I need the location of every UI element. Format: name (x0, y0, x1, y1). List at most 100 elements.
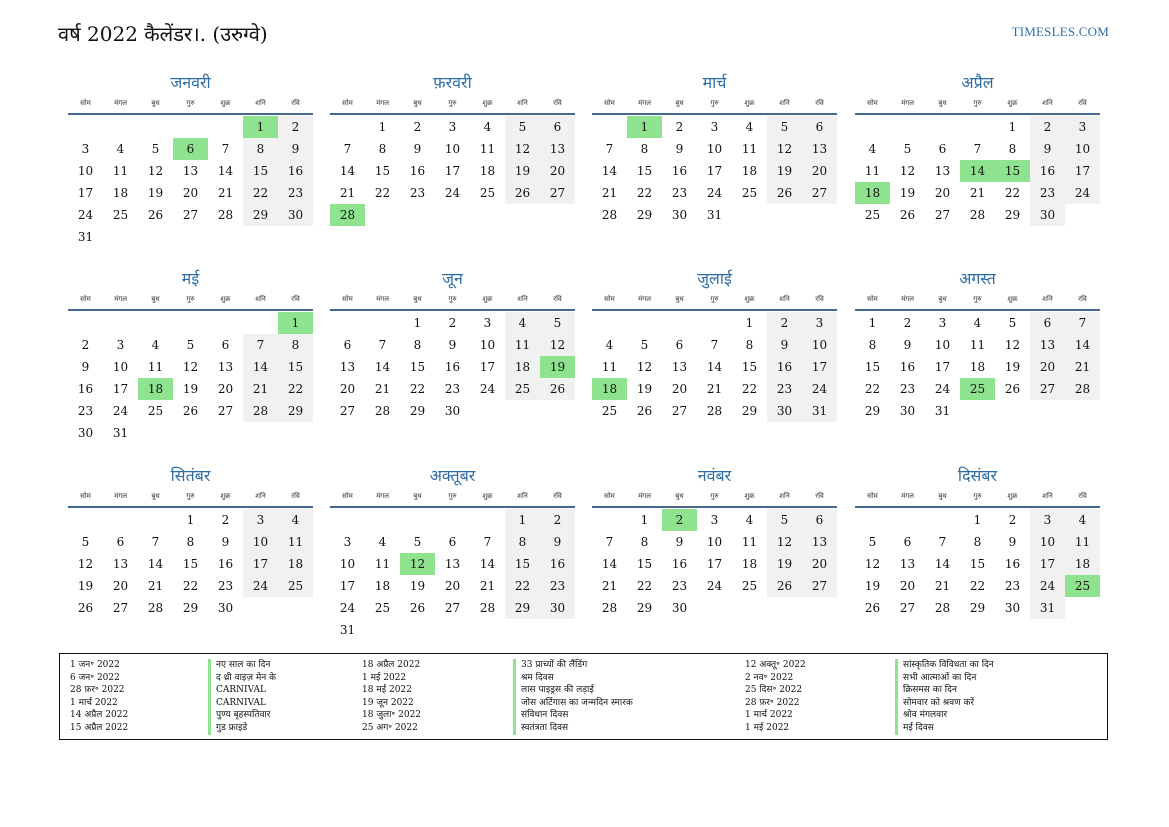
day-cell: 8 (745, 338, 754, 352)
day-cell: 19 (77, 579, 94, 593)
weekday-label: शनि (517, 294, 528, 303)
day-cell: 24 (479, 382, 496, 396)
day-cell: 7 (938, 535, 947, 549)
day-cell: 5 (81, 535, 90, 549)
day-grid: 1 2 3 4 5 6 7 8 9 10 11 12 13 14 15 16 17 18 19 20 21 22 23 24 2… (592, 509, 837, 619)
day-cell: 22 (278, 378, 313, 400)
weekday-label: रवि (553, 294, 562, 303)
day-cell: 19 (182, 382, 199, 396)
legend-holiday-name: 33 प्राच्यों की लैंडिंग (513, 659, 633, 672)
month-name: अप्रैल (961, 73, 994, 92)
day-cell: 12 (182, 360, 199, 374)
day-cell: 23 (671, 579, 688, 593)
day-cell: 20 (182, 186, 199, 200)
legend-date: 1 जन॰ 2022 (70, 660, 120, 670)
header-rule (330, 506, 575, 508)
weekday-label: शुक्र (744, 491, 755, 500)
day-cell: 18 (112, 186, 129, 200)
day-cell: 14 (147, 557, 164, 571)
day-cell: 25 (374, 601, 391, 615)
day-cell: 4 (605, 338, 614, 352)
day-cell: 23 (1004, 579, 1021, 593)
day-cell: 29 (278, 400, 313, 422)
day-cell: 4 (483, 120, 492, 134)
day-cell: 11 (601, 360, 618, 374)
legend-date: 28 फ़र॰ 2022 (745, 697, 800, 708)
day-cell: 17 (444, 164, 461, 178)
day-cell: 6 (221, 338, 230, 352)
legend-holiday-name: स्वतंत्रता दिवस (513, 721, 633, 735)
empty-cell (68, 312, 103, 334)
weekday-label: गुरु (448, 98, 457, 107)
day-cell: 1 (378, 120, 387, 134)
weekday-label: मंगल (901, 294, 914, 303)
empty-cell (890, 509, 925, 531)
day-cell: 16 (409, 164, 426, 178)
day-cell: 21 (601, 186, 618, 200)
day-cell: 29 (741, 404, 758, 418)
weekday-label: गुरु (186, 294, 195, 303)
weekday-label: बुध (675, 98, 684, 107)
day-cell: 23 (671, 186, 688, 200)
day-cell: 3 (710, 120, 719, 134)
day-cell: 18 (479, 164, 496, 178)
day-cell: 2 (540, 509, 575, 531)
day-cell: 9 (221, 535, 230, 549)
day-cell: 26 (540, 378, 575, 400)
day-cell: 24 (706, 186, 723, 200)
day-cell: 31 (706, 208, 723, 222)
day-cell: 20 (1030, 356, 1065, 378)
day-cell: 14 (243, 356, 278, 378)
day-cell: 24 (243, 575, 278, 597)
month-block: फ़रवरी सोम मंगल बुध गुरु शुक्र शनि रवि 1 2 3 4 5 6 7 8 9… (330, 72, 575, 226)
weekday-label: शनि (1042, 491, 1053, 500)
header-rule (330, 113, 575, 115)
day-cell: 24 (444, 186, 461, 200)
holiday-day-cell: 25 (1065, 575, 1100, 597)
legend-holiday-name: लास पाइड्रस की लड़ाई (513, 684, 633, 697)
day-grid: 1 2 3 4 5 6 7 8 9 10 11 12 13 14 15 16 17 18 19 20 21 22 23 24 2… (855, 509, 1100, 619)
day-cell: 9 (767, 334, 802, 356)
day-cell: 1 (1008, 120, 1017, 134)
day-cell: 23 (409, 186, 426, 200)
day-cell: 5 (540, 312, 575, 334)
weekday-label: मंगल (114, 98, 127, 107)
day-cell: 8 (278, 334, 313, 356)
day-cell: 4 (745, 513, 754, 527)
month-name: मार्च (702, 73, 727, 92)
day-cell: 14 (479, 557, 496, 571)
day-cell: 29 (243, 204, 278, 226)
day-cell: 27 (540, 182, 575, 204)
weekday-label: सोम (342, 294, 353, 303)
day-cell: 13 (802, 531, 837, 553)
day-cell: 22 (409, 382, 426, 396)
day-cell: 1 (868, 316, 877, 330)
weekday-label: मंगल (376, 98, 389, 107)
day-cell: 13 (1030, 334, 1065, 356)
day-cell: 20 (671, 382, 688, 396)
day-cell: 31 (112, 426, 129, 440)
empty-cell (330, 116, 365, 138)
weekday-header: सोम मंगल बुध गुरु शुक्र शनि रवि (592, 487, 837, 505)
day-cell: 3 (1030, 509, 1065, 531)
site-link[interactable]: TIMESLES.COM (1011, 24, 1109, 39)
day-cell: 18 (374, 579, 391, 593)
empty-cell (855, 509, 890, 531)
day-cell: 28 (374, 404, 391, 418)
month-name: जनवरी (170, 73, 211, 92)
day-cell: 9 (540, 531, 575, 553)
weekday-header: सोम मंगल बुध गुरु शुक्र शनि रवि (855, 94, 1100, 112)
day-cell: 11 (864, 164, 881, 178)
day-cell: 19 (505, 160, 540, 182)
day-cell: 30 (767, 400, 802, 422)
day-cell: 9 (278, 138, 313, 160)
weekday-label: बुध (938, 294, 947, 303)
day-cell: 29 (409, 404, 426, 418)
day-cell: 8 (973, 535, 982, 549)
day-cell: 24 (1065, 182, 1100, 204)
day-cell: 30 (444, 404, 461, 418)
day-cell: 12 (540, 334, 575, 356)
day-cell: 30 (540, 597, 575, 619)
day-cell: 6 (540, 116, 575, 138)
holiday-day-cell: 18 (855, 182, 890, 204)
